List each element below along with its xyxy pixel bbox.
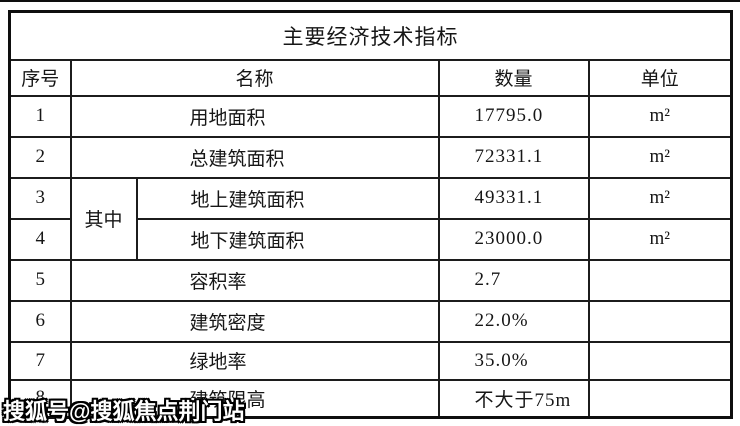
indicator-table: 主要经济技术指标 序号 名称 数量 单位 1 用地面积 17795.0 m² 2… <box>8 10 734 419</box>
row-quantity: 17795.0 <box>437 94 590 138</box>
row-unit: m² <box>587 135 733 179</box>
row-index: 3 <box>8 176 72 220</box>
table-title: 主要经济技术指标 <box>8 10 733 61</box>
table-row: 4 地下建筑面积 23000.0 m² <box>8 217 733 261</box>
row-index: 6 <box>8 299 72 343</box>
row-name: 地下建筑面积 <box>135 217 440 261</box>
row-quantity: 23000.0 <box>437 217 590 261</box>
row-unit: m² <box>587 217 733 261</box>
row-quantity: 2.7 <box>437 258 590 302</box>
row-unit <box>587 340 733 381</box>
row-unit: m² <box>587 94 733 138</box>
header-row: 序号 名称 数量 单位 <box>8 58 733 97</box>
table-row: 3 其中 地上建筑面积 49331.1 m² <box>8 176 733 261</box>
header-quantity: 数量 <box>437 58 590 97</box>
row-index: 8 <box>8 378 72 419</box>
economic-indicators-table: 主要经济技术指标 序号 名称 数量 单位 1 用地面积 17795.0 m² 2… <box>8 10 734 419</box>
table-row: 7 绿地率 35.0% <box>8 340 733 381</box>
row-name: 用地面积 <box>69 94 440 138</box>
row-name: 总建筑面积 <box>69 135 440 179</box>
table-row: 8 建筑限高 不大于75m <box>8 378 733 419</box>
row-name: 建筑限高 <box>69 378 440 419</box>
header-index: 序号 <box>8 58 72 97</box>
row-unit <box>587 258 733 302</box>
group-label-cell: 其中 <box>69 176 138 261</box>
row-name: 容积率 <box>69 258 440 302</box>
row-name: 绿地率 <box>69 340 440 381</box>
table-row: 6 建筑密度 22.0% <box>8 299 733 343</box>
row-unit <box>587 378 733 419</box>
row-name: 地上建筑面积 <box>135 176 440 220</box>
header-name: 名称 <box>69 58 440 97</box>
row-index: 2 <box>8 135 72 179</box>
row-index: 4 <box>8 217 72 261</box>
row-name: 建筑密度 <box>69 299 440 343</box>
row-unit: m² <box>587 176 733 220</box>
row-quantity: 49331.1 <box>437 176 590 220</box>
row-index: 1 <box>8 94 72 138</box>
row-unit <box>587 299 733 343</box>
row-index: 7 <box>8 340 72 381</box>
table-row: 5 容积率 2.7 <box>8 258 733 302</box>
table-row: 1 用地面积 17795.0 m² <box>8 94 733 138</box>
header-unit: 单位 <box>587 58 733 97</box>
row-quantity: 72331.1 <box>437 135 590 179</box>
row-index: 5 <box>8 258 72 302</box>
title-row: 主要经济技术指标 <box>8 10 733 61</box>
top-edge-line <box>0 0 740 2</box>
table-row: 2 总建筑面积 72331.1 m² <box>8 135 733 179</box>
row-quantity: 22.0% <box>437 299 590 343</box>
row-quantity: 不大于75m <box>437 378 590 419</box>
row-quantity: 35.0% <box>437 340 590 381</box>
watermark: 搜狐号@搜狐焦点荆门站 <box>3 399 245 424</box>
